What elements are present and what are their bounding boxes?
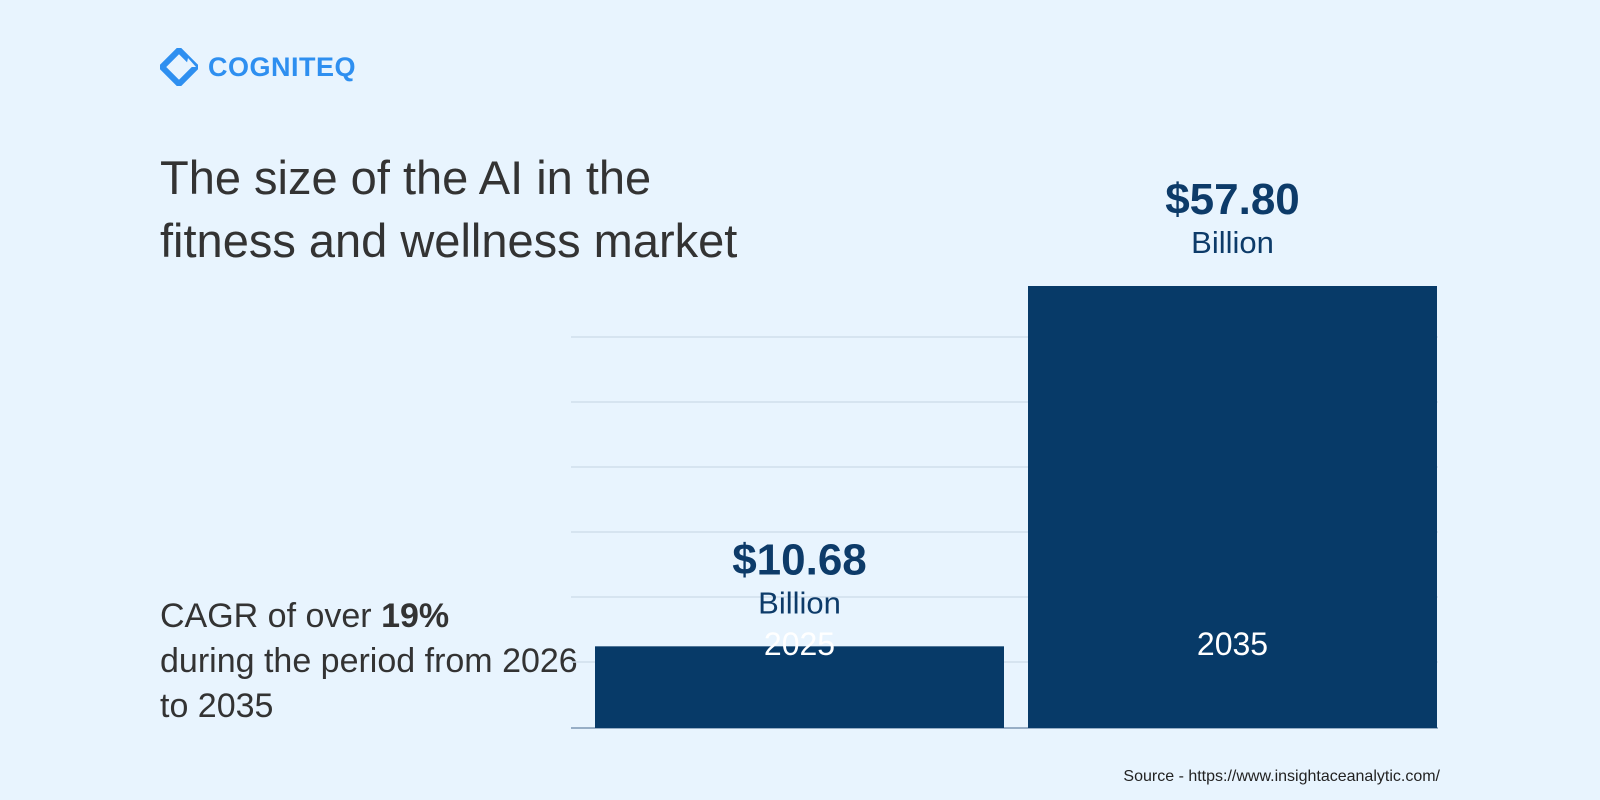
value-label-2025: $10.68 [732,535,867,584]
unit-label-2035: Billion [1191,225,1274,260]
category-label-2035: 2035 [1197,626,1268,662]
page-title: The size of the AI in the fitness and we… [160,151,738,267]
category-label-2025: 2025 [764,626,835,662]
brand-name: COGNITEQ [208,51,357,82]
cagr-text: CAGR of over 19% during the period from 2… [160,594,580,729]
cagr-highlight: 19% [381,597,450,635]
unit-label-2025: Billion [758,585,841,620]
value-label-2035: $57.80 [1165,175,1300,224]
cagr-suffix: during the period from 2026 to 2035 [160,642,578,725]
cagr-prefix: CAGR of over [160,597,382,635]
bar-2025 [595,646,1004,728]
brand-logo: COGNITEQ [160,48,356,86]
source-note: Source - https://www.insightaceanalytic.… [1123,768,1440,785]
bar-2035 [1028,286,1437,728]
cogniteq-logo-icon [160,48,198,86]
